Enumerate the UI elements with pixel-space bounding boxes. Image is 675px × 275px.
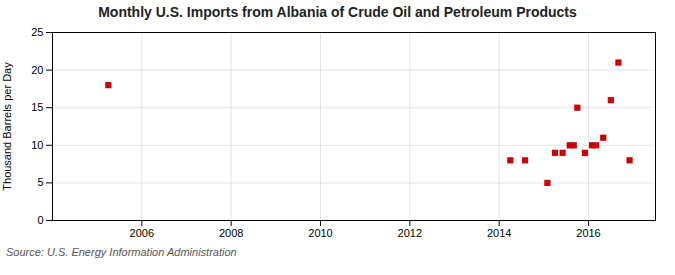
svg-text:2010: 2010 [308, 227, 332, 239]
svg-text:0: 0 [37, 214, 43, 226]
svg-text:20: 20 [31, 64, 43, 76]
svg-text:2016: 2016 [576, 227, 600, 239]
html-text:Source: U.S. Energy Informatio: Source: U.S. Energy Information Administ… [6, 246, 237, 258]
svg-text:25: 25 [31, 26, 43, 38]
html-text:Monthly U.S. Imports from Alba: Monthly U.S. Imports from Albania of Cru… [98, 4, 577, 20]
svg-text:2014: 2014 [487, 227, 511, 239]
svg-text:5: 5 [37, 176, 43, 188]
svg-text:Thousand Barrels per Day: Thousand Barrels per Day [1, 62, 13, 191]
svg-text:2006: 2006 [130, 227, 154, 239]
svg-text:2012: 2012 [398, 227, 422, 239]
svg-text:2008: 2008 [219, 227, 243, 239]
svg-text:10: 10 [31, 139, 43, 151]
svg-text:15: 15 [31, 101, 43, 113]
